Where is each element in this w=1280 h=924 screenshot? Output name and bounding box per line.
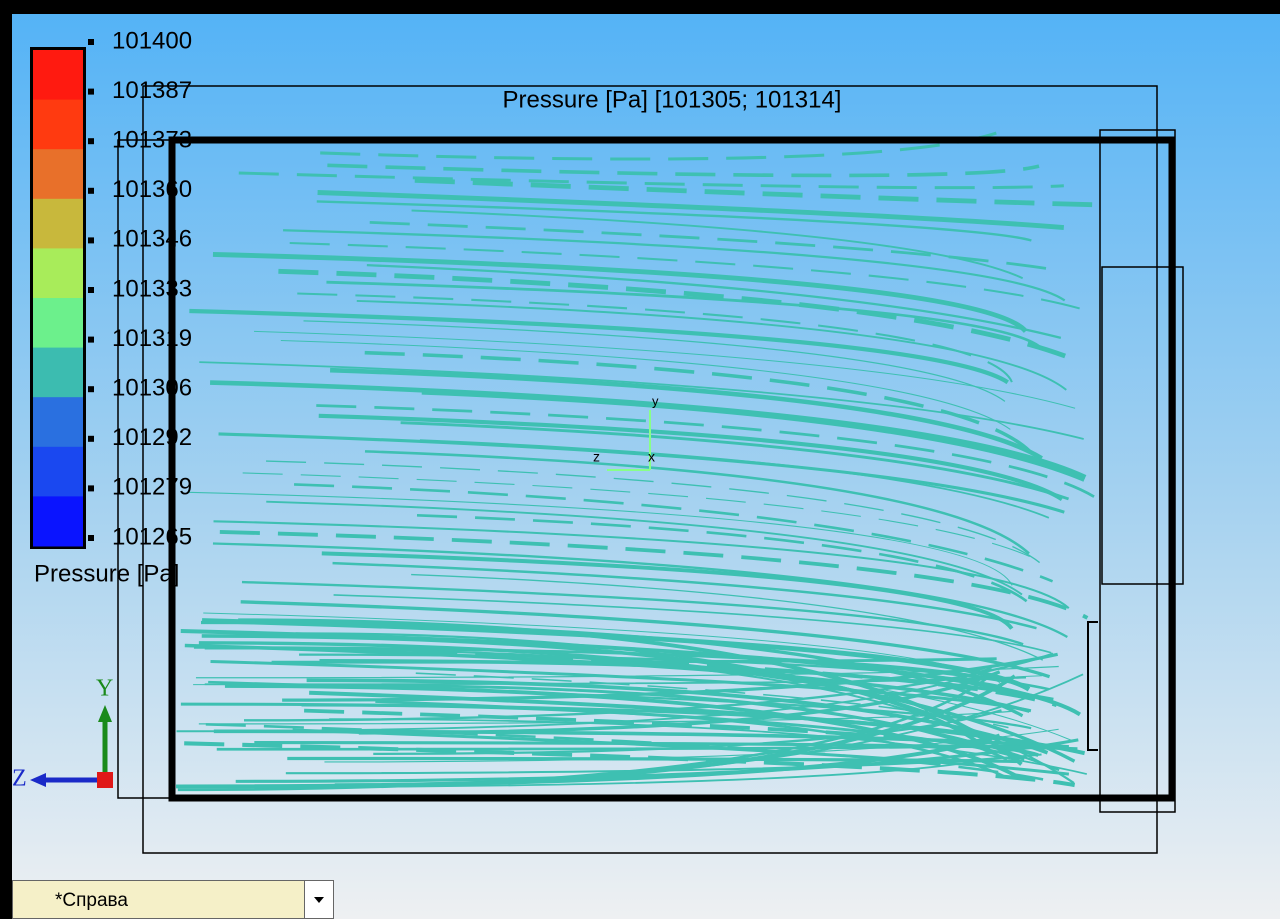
view-title: Pressure [Pa] [101305; 101314] (503, 86, 842, 113)
legend-band (33, 348, 83, 398)
triad-label: z (593, 449, 600, 465)
dropdown-button[interactable] (304, 881, 333, 918)
triad-label: y (652, 393, 659, 408)
legend-tick (88, 138, 94, 144)
legend-band (33, 149, 83, 199)
legend-tick-label: 101400 (112, 27, 192, 54)
view-selector-label: *Справа (55, 890, 128, 912)
legend-tick (88, 188, 94, 194)
legend-tick-label: 101306 (112, 375, 192, 402)
viewport: Pressure [Pa] [101305; 101314] Pressure … (0, 0, 1280, 919)
legend-tick-label: 101319 (112, 325, 192, 352)
triad-label: x (648, 449, 655, 465)
legend-band (33, 397, 83, 447)
legend-tick (88, 485, 94, 491)
legend-tick-label: 101292 (112, 424, 192, 451)
legend-band (33, 248, 83, 298)
legend-tick-label: 101279 (112, 474, 192, 501)
legend-tick (88, 535, 94, 541)
legend-tick (88, 436, 94, 442)
legend-title: Pressure [Pa] (34, 560, 179, 587)
legend-tick-label: 101265 (112, 523, 192, 550)
legend-tick (88, 39, 94, 45)
axis-x (97, 772, 113, 788)
page: Pressure [Pa] [101305; 101314] Pressure … (0, 0, 1280, 919)
legend-tick-label: 101360 (112, 176, 192, 203)
frame-left (0, 0, 12, 919)
legend-tick (88, 237, 94, 243)
legend-tick-label: 101346 (112, 226, 192, 253)
legend-band (33, 199, 83, 249)
legend-band (33, 447, 83, 497)
legend-tick-label: 101387 (112, 77, 192, 104)
legend-tick-label: 101333 (112, 275, 192, 302)
view-selector[interactable]: *Справа (12, 880, 334, 919)
legend-tick-label: 101373 (112, 127, 192, 154)
legend-tick (88, 386, 94, 392)
legend-tick (88, 89, 94, 95)
dropdown-arrow (305, 881, 333, 918)
axis-label: Y (96, 676, 113, 702)
legend-band (33, 496, 83, 546)
frame-top (0, 0, 1280, 14)
legend-tick (88, 287, 94, 293)
legend-band (33, 50, 83, 100)
legend-band (33, 298, 83, 348)
legend-band (33, 100, 83, 150)
axis-label: Z (12, 766, 27, 792)
legend-tick (88, 337, 94, 343)
